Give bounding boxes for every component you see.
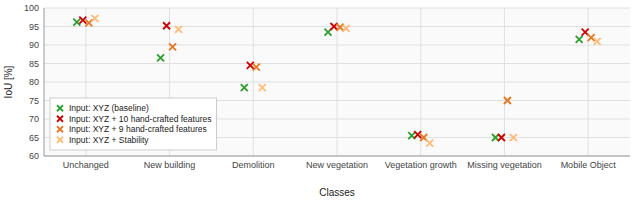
legend-box: [50, 98, 216, 150]
y-tick-label: 70: [29, 114, 39, 124]
x-tick-label: Demolition: [232, 160, 275, 170]
point: [253, 64, 260, 71]
y-tick-label: 75: [29, 96, 39, 106]
legend-marker: [57, 137, 63, 143]
legend-marker: [57, 126, 63, 132]
x-axis-label: Classes: [319, 187, 355, 198]
x-tick-label: New building: [144, 160, 196, 170]
y-tick-label: 90: [29, 40, 39, 50]
x-tick-label: Unchanged: [63, 160, 109, 170]
x-tick-label: Vegetation growth: [385, 160, 457, 170]
point: [73, 19, 80, 26]
legend-label: Input: XYZ + 10 hand-crafted features: [69, 114, 211, 124]
plot-background: [44, 8, 630, 156]
y-tick-label: 100: [24, 3, 39, 13]
chart: 60 65 70 75 80 85 90 95 100 Unchanged New building…: [0, 0, 640, 200]
x-axis-line: [44, 156, 630, 157]
chart-container: 60 65 70 75 80 85 90 95 100 Unchanged New building…: [0, 0, 640, 200]
legend-label: Input: XYZ + 9 hand-crafted features: [69, 124, 207, 134]
point: [169, 43, 176, 50]
point: [343, 25, 350, 32]
y-tick-label: 60: [29, 151, 39, 161]
point: [498, 134, 505, 141]
x-grid-line: [253, 8, 254, 156]
legend-marker: [57, 105, 63, 111]
y-axis-line: [44, 8, 45, 156]
y-axis-label: IoU [%]: [3, 65, 14, 98]
legend: Input: XYZ (baseline)Input: XYZ + 10 han…: [50, 98, 216, 150]
x-tick-label: New vegetation: [306, 160, 368, 170]
point: [576, 36, 583, 43]
point: [175, 26, 182, 33]
point: [247, 62, 254, 69]
point: [163, 22, 170, 29]
point: [426, 140, 433, 147]
point: [241, 84, 248, 91]
point: [588, 34, 595, 41]
point: [504, 97, 511, 104]
legend-marker: [57, 116, 63, 122]
y-tick-label: 95: [29, 22, 39, 32]
point: [157, 54, 164, 61]
y-tick-label: 80: [29, 77, 39, 87]
x-tick-label: Mobile Object: [561, 160, 617, 170]
x-tick-label: Missing vegetation: [467, 160, 542, 170]
legend-label: Input: XYZ + Stability: [69, 135, 149, 145]
point: [259, 84, 266, 91]
point: [408, 132, 415, 139]
y-grid-line: [44, 156, 630, 157]
point: [85, 19, 92, 26]
point: [510, 134, 517, 141]
y-tick-label: 85: [29, 59, 39, 69]
point: [594, 38, 601, 45]
legend-label: Input: XYZ (baseline): [69, 103, 149, 113]
y-tick-label: 65: [29, 133, 39, 143]
point: [91, 15, 98, 22]
point: [337, 24, 344, 31]
grid: [44, 8, 630, 156]
